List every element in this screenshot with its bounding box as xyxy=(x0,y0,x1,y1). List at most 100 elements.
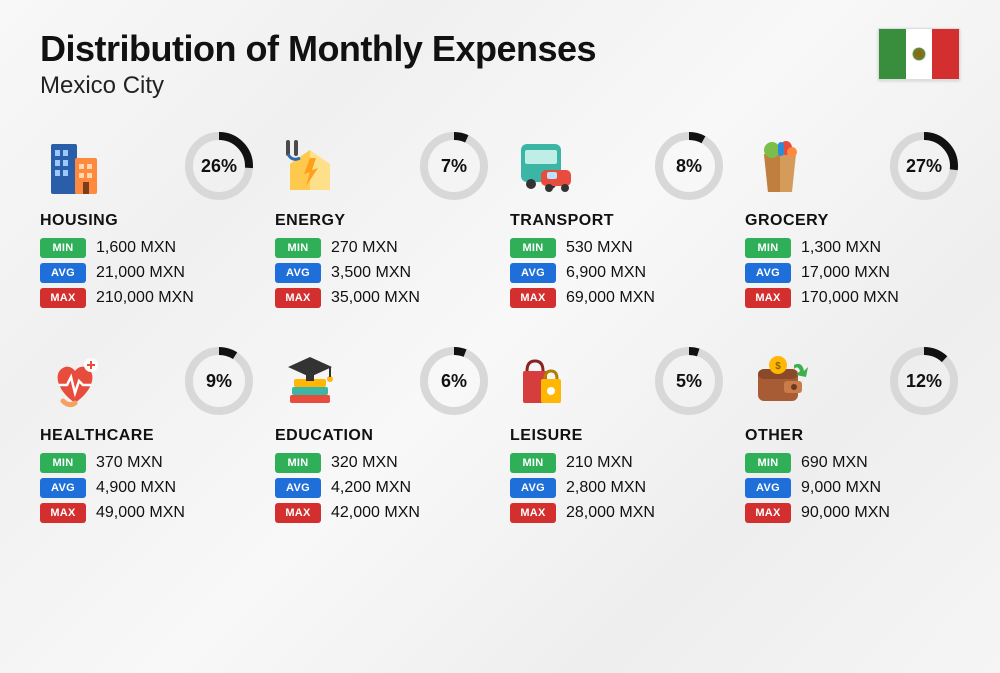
card-top: 8% xyxy=(510,130,725,202)
stat-row-max: MAX 69,000 MXN xyxy=(510,288,725,308)
min-badge: MIN xyxy=(745,238,791,258)
percent-label: 12% xyxy=(888,345,960,417)
card-top: 27% xyxy=(745,130,960,202)
max-badge: MAX xyxy=(275,503,321,523)
avg-value: 17,000 MXN xyxy=(801,264,890,282)
percent-ring: 12% xyxy=(888,345,960,417)
max-value: 210,000 MXN xyxy=(96,289,194,307)
stat-row-avg: AVG 9,000 MXN xyxy=(745,478,960,498)
stat-row-avg: AVG 2,800 MXN xyxy=(510,478,725,498)
category-name: LEISURE xyxy=(510,427,725,445)
percent-label: 8% xyxy=(653,130,725,202)
max-value: 42,000 MXN xyxy=(331,504,420,522)
max-badge: MAX xyxy=(745,288,791,308)
category-name: GROCERY xyxy=(745,212,960,230)
avg-badge: AVG xyxy=(275,478,321,498)
percent-label: 5% xyxy=(653,345,725,417)
avg-value: 6,900 MXN xyxy=(566,264,646,282)
header: Distribution of Monthly Expenses Mexico … xyxy=(40,28,960,100)
mexico-flag-icon xyxy=(878,28,960,80)
stat-row-max: MAX 42,000 MXN xyxy=(275,503,490,523)
flag-stripe-right xyxy=(932,29,959,79)
min-badge: MIN xyxy=(275,453,321,473)
category-card-transport: 8% TRANSPORT MIN 530 MXN AVG 6,900 MXN M… xyxy=(510,130,725,313)
card-top: 12% xyxy=(745,345,960,417)
category-card-leisure: 5% LEISURE MIN 210 MXN AVG 2,800 MXN MAX… xyxy=(510,345,725,528)
category-name: HEALTHCARE xyxy=(40,427,255,445)
percent-ring: 6% xyxy=(418,345,490,417)
max-badge: MAX xyxy=(40,288,86,308)
min-badge: MIN xyxy=(40,238,86,258)
max-value: 49,000 MXN xyxy=(96,504,185,522)
min-badge: MIN xyxy=(510,453,556,473)
buildings-icon xyxy=(40,131,110,201)
percent-label: 7% xyxy=(418,130,490,202)
min-badge: MIN xyxy=(745,453,791,473)
heart-care-icon xyxy=(40,346,110,416)
max-value: 35,000 MXN xyxy=(331,289,420,307)
page-title: Distribution of Monthly Expenses xyxy=(40,28,596,70)
percent-ring: 5% xyxy=(653,345,725,417)
bus-car-icon xyxy=(510,131,580,201)
avg-badge: AVG xyxy=(745,263,791,283)
shopping-bags-icon xyxy=(510,346,580,416)
min-value: 530 MXN xyxy=(566,239,633,257)
card-top: 26% xyxy=(40,130,255,202)
avg-value: 9,000 MXN xyxy=(801,479,881,497)
avg-value: 3,500 MXN xyxy=(331,264,411,282)
stat-row-min: MIN 690 MXN xyxy=(745,453,960,473)
card-top: 7% xyxy=(275,130,490,202)
category-card-education: 6% EDUCATION MIN 320 MXN AVG 4,200 MXN M… xyxy=(275,345,490,528)
stat-row-max: MAX 28,000 MXN xyxy=(510,503,725,523)
min-value: 690 MXN xyxy=(801,454,868,472)
percent-ring: 27% xyxy=(888,130,960,202)
avg-badge: AVG xyxy=(40,478,86,498)
min-value: 370 MXN xyxy=(96,454,163,472)
avg-badge: AVG xyxy=(275,263,321,283)
category-card-housing: 26% HOUSING MIN 1,600 MXN AVG 21,000 MXN… xyxy=(40,130,255,313)
graduation-books-icon xyxy=(275,346,345,416)
percent-label: 9% xyxy=(183,345,255,417)
flag-emblem-icon xyxy=(912,47,926,61)
card-top: 9% xyxy=(40,345,255,417)
category-card-healthcare: 9% HEALTHCARE MIN 370 MXN AVG 4,900 MXN … xyxy=(40,345,255,528)
min-badge: MIN xyxy=(510,238,556,258)
max-value: 69,000 MXN xyxy=(566,289,655,307)
min-badge: MIN xyxy=(275,238,321,258)
card-top: 6% xyxy=(275,345,490,417)
max-badge: MAX xyxy=(510,503,556,523)
percent-label: 6% xyxy=(418,345,490,417)
avg-badge: AVG xyxy=(510,263,556,283)
min-value: 270 MXN xyxy=(331,239,398,257)
avg-badge: AVG xyxy=(745,478,791,498)
min-badge: MIN xyxy=(40,453,86,473)
percent-ring: 9% xyxy=(183,345,255,417)
min-value: 320 MXN xyxy=(331,454,398,472)
stat-row-avg: AVG 6,900 MXN xyxy=(510,263,725,283)
stat-row-min: MIN 210 MXN xyxy=(510,453,725,473)
stat-row-min: MIN 270 MXN xyxy=(275,238,490,258)
stat-row-min: MIN 370 MXN xyxy=(40,453,255,473)
stat-row-max: MAX 210,000 MXN xyxy=(40,288,255,308)
category-name: TRANSPORT xyxy=(510,212,725,230)
min-value: 210 MXN xyxy=(566,454,633,472)
min-value: 1,300 MXN xyxy=(801,239,881,257)
max-value: 170,000 MXN xyxy=(801,289,899,307)
category-name: HOUSING xyxy=(40,212,255,230)
max-badge: MAX xyxy=(40,503,86,523)
avg-badge: AVG xyxy=(510,478,556,498)
max-value: 28,000 MXN xyxy=(566,504,655,522)
min-value: 1,600 MXN xyxy=(96,239,176,257)
stat-row-avg: AVG 4,900 MXN xyxy=(40,478,255,498)
stat-row-avg: AVG 21,000 MXN xyxy=(40,263,255,283)
stat-row-min: MIN 1,300 MXN xyxy=(745,238,960,258)
avg-badge: AVG xyxy=(40,263,86,283)
page-subtitle: Mexico City xyxy=(40,72,596,100)
percent-ring: 26% xyxy=(183,130,255,202)
stat-row-avg: AVG 3,500 MXN xyxy=(275,263,490,283)
max-badge: MAX xyxy=(745,503,791,523)
category-card-energy: 7% ENERGY MIN 270 MXN AVG 3,500 MXN MAX … xyxy=(275,130,490,313)
avg-value: 2,800 MXN xyxy=(566,479,646,497)
max-badge: MAX xyxy=(510,288,556,308)
stat-row-avg: AVG 4,200 MXN xyxy=(275,478,490,498)
